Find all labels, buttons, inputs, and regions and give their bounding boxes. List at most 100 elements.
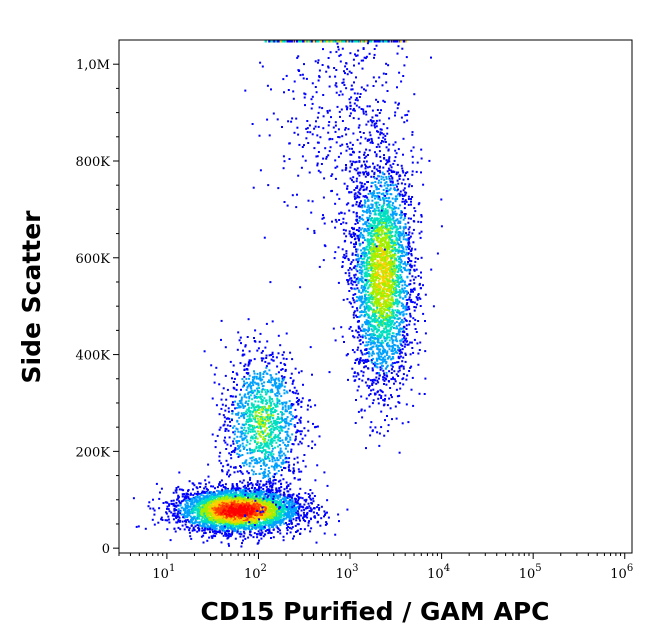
data-point <box>308 496 311 498</box>
data-point <box>203 525 206 528</box>
data-point <box>257 510 260 513</box>
data-point <box>253 337 255 339</box>
data-point <box>224 522 227 525</box>
data-point <box>266 510 269 513</box>
data-point <box>188 509 190 512</box>
data-point <box>267 439 270 442</box>
data-point <box>257 446 260 449</box>
data-point <box>229 524 232 527</box>
data-point <box>211 507 214 510</box>
data-point <box>289 377 292 379</box>
data-point <box>203 512 206 515</box>
data-point <box>250 459 253 462</box>
data-point <box>235 407 238 409</box>
data-point <box>268 527 271 530</box>
data-point <box>244 528 247 531</box>
data-point <box>238 416 241 419</box>
data-point <box>279 524 282 527</box>
data-point <box>225 517 228 520</box>
data-point <box>245 459 248 462</box>
data-point <box>157 521 160 524</box>
data-point <box>257 430 259 433</box>
data-point <box>197 500 200 503</box>
data-point <box>268 517 271 520</box>
data-point <box>240 545 243 548</box>
data-point <box>227 511 230 514</box>
data-point <box>279 514 282 517</box>
data-point <box>310 510 313 513</box>
data-point <box>285 513 288 516</box>
data-point <box>270 439 272 442</box>
data-point <box>315 541 318 544</box>
data-point <box>297 499 300 502</box>
data-point <box>203 501 206 504</box>
data-point <box>197 492 200 495</box>
data-point <box>292 507 295 510</box>
data-point <box>319 524 322 527</box>
data-point <box>234 466 237 469</box>
data-point <box>196 505 199 508</box>
data-point <box>275 488 278 491</box>
data-point <box>177 508 180 511</box>
data-point <box>275 487 278 490</box>
data-point <box>258 523 261 526</box>
data-point <box>236 435 239 438</box>
data-point <box>233 492 235 495</box>
data-point <box>191 512 194 515</box>
data-point <box>203 495 206 498</box>
data-point <box>294 416 297 419</box>
data-point <box>182 513 185 516</box>
data-point <box>275 508 278 511</box>
data-point <box>214 503 217 506</box>
data-point <box>290 509 292 511</box>
data-point <box>213 513 216 516</box>
data-point <box>254 512 257 515</box>
data-point <box>278 489 281 492</box>
data-point <box>167 518 170 521</box>
data-point <box>255 483 258 486</box>
data-point <box>231 487 234 489</box>
data-point <box>247 511 250 514</box>
data-point <box>292 391 295 394</box>
data-point <box>317 513 320 516</box>
data-point <box>281 408 284 411</box>
data-point <box>191 529 194 532</box>
data-point <box>258 539 261 542</box>
data-point <box>288 519 291 522</box>
data-point <box>291 433 294 436</box>
data-point <box>298 507 300 510</box>
data-point <box>251 403 253 406</box>
data-point <box>256 437 259 440</box>
data-point <box>251 524 254 527</box>
data-point <box>178 500 181 503</box>
data-point <box>276 457 279 460</box>
data-point <box>239 487 242 490</box>
data-point <box>262 502 265 505</box>
data-point <box>200 518 203 521</box>
data-point <box>241 481 244 484</box>
data-point <box>229 360 232 363</box>
data-point <box>269 374 272 376</box>
data-point <box>265 483 268 485</box>
data-point <box>271 475 274 478</box>
data-point <box>213 491 216 494</box>
data-point <box>259 480 262 483</box>
data-point <box>314 443 317 446</box>
data-point <box>245 396 248 399</box>
data-point <box>278 510 281 513</box>
data-point <box>270 522 273 525</box>
data-point <box>192 497 195 500</box>
data-point <box>237 504 240 507</box>
data-point <box>248 533 251 536</box>
data-point <box>245 423 247 426</box>
data-point <box>222 465 225 468</box>
data-point <box>261 531 264 534</box>
data-point <box>276 526 279 529</box>
data-point <box>230 451 233 453</box>
data-point <box>325 521 328 524</box>
data-point <box>252 515 255 518</box>
data-point <box>213 492 216 495</box>
data-point <box>291 513 294 516</box>
data-point <box>221 520 224 523</box>
data-point <box>268 362 271 365</box>
